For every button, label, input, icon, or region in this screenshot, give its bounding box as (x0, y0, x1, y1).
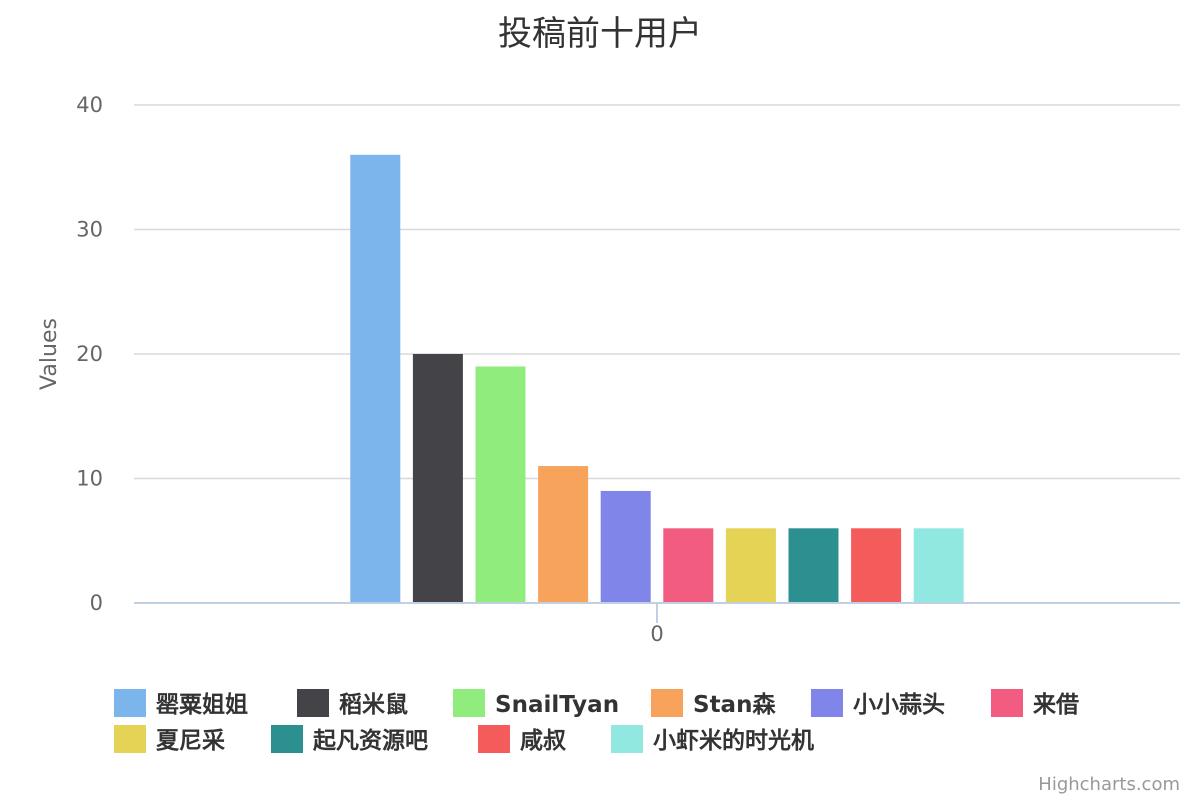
legend-label: SnailTyan (495, 692, 619, 718)
y-tick-label: 30 (76, 218, 103, 242)
legend-swatch (651, 689, 683, 717)
credits-link[interactable]: Highcharts.com (1038, 774, 1180, 795)
legend-item[interactable]: 起凡资源吧 (271, 725, 428, 754)
bar[interactable] (538, 466, 589, 603)
legend-item[interactable]: SnailTyan (453, 689, 619, 718)
legend-swatch (811, 689, 843, 717)
y-tick-label: 10 (76, 467, 103, 491)
legend-label: Stan森 (693, 691, 776, 718)
legend-swatch (114, 725, 146, 753)
legend-label: 夏尼采 (156, 728, 225, 754)
legend-swatch (114, 689, 146, 717)
bar[interactable] (350, 154, 401, 604)
legend-swatch (478, 725, 510, 753)
bar[interactable] (412, 354, 463, 603)
chart-title: 投稿前十用户 (498, 14, 702, 54)
legend-label: 小虾米的时光机 (653, 727, 814, 754)
legend-label: 来借 (1033, 692, 1079, 718)
legend-item[interactable]: 夏尼采 (114, 725, 225, 754)
y-tick-label: 0 (90, 591, 103, 615)
legend-item[interactable]: Stan森 (651, 689, 776, 718)
legend-label: 起凡资源吧 (313, 728, 428, 754)
bars (350, 154, 964, 604)
legend-swatch (297, 689, 329, 717)
legend-item[interactable]: 来借 (991, 689, 1079, 718)
legend-item[interactable]: 小小蒜头 (811, 689, 945, 718)
legend-swatch (271, 725, 303, 753)
legend-label: 小小蒜头 (853, 692, 945, 718)
bar[interactable] (663, 528, 714, 603)
grid-lines (134, 104, 1180, 480)
x-axis: 0 (134, 602, 1180, 646)
legend-label: 稻米鼠 (339, 692, 408, 718)
legend-swatch (611, 725, 643, 753)
legend-item[interactable]: 罂粟姐姐 (114, 689, 248, 718)
bar[interactable] (725, 528, 776, 603)
y-tick-label: 20 (76, 342, 103, 366)
y-axis-ticks: 0 10 20 30 40 (76, 93, 103, 615)
legend-swatch (453, 689, 485, 717)
legend-item[interactable]: 咸叔 (478, 725, 567, 754)
bar[interactable] (851, 528, 902, 603)
y-axis-title: Values (37, 318, 62, 390)
bar[interactable] (600, 490, 651, 603)
legend-label: 罂粟姐姐 (156, 691, 248, 718)
legend-item[interactable]: 稻米鼠 (297, 689, 408, 718)
bar[interactable] (913, 528, 964, 603)
y-tick-label: 40 (76, 93, 103, 117)
bar[interactable] (788, 528, 839, 603)
legend-label: 咸叔 (520, 728, 567, 754)
legend-item[interactable]: 小虾米的时光机 (611, 725, 814, 754)
legend-swatch (991, 689, 1023, 717)
bar[interactable] (475, 366, 526, 603)
x-tick-label: 0 (650, 622, 663, 646)
